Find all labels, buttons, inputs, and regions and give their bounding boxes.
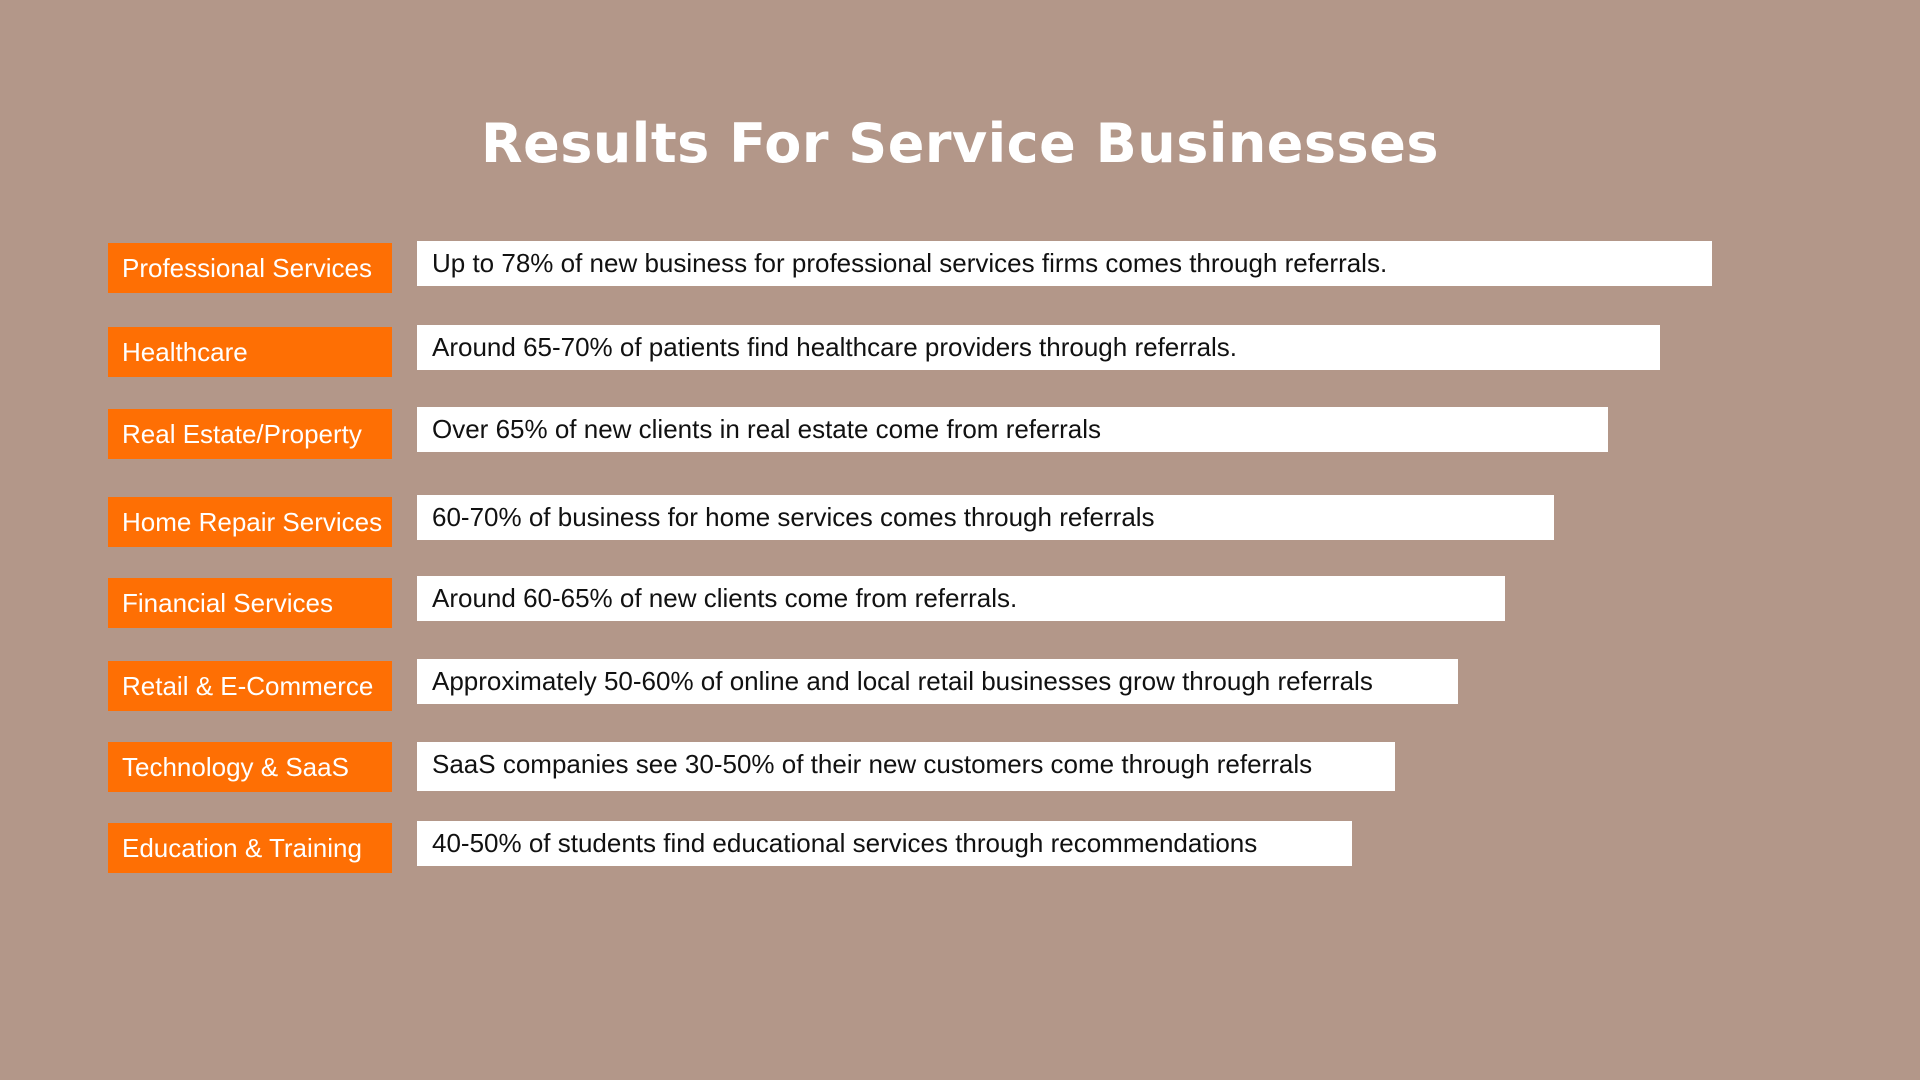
bar-row: Professional Services Up to 78% of new bu…: [0, 241, 1920, 293]
bar-text: Approximately 50-60% of online and local…: [432, 666, 1373, 696]
bar-row: Real Estate/Property Over 65% of new clie…: [0, 407, 1920, 459]
bar-text: Around 60-65% of new clients come from r…: [432, 583, 1018, 613]
bar-row: Financial Services Around 60-65% of new c…: [0, 576, 1920, 628]
value-bar: Around 60-65% of new clients come from r…: [417, 576, 1505, 621]
category-label: Financial Services: [108, 578, 392, 628]
bar-text: SaaS companies see 30-50% of their new c…: [432, 749, 1313, 779]
category-label: Home Repair Services: [108, 497, 392, 547]
value-bar: Up to 78% of new business for profession…: [417, 241, 1712, 286]
category-label: Education & Training: [108, 823, 392, 873]
chart-title: Results For Service Businesses: [481, 112, 1439, 175]
category-label: Real Estate/Property: [108, 409, 392, 459]
value-bar: SaaS companies see 30-50% of their new c…: [417, 742, 1395, 791]
value-bar: 40-50% of students find educational serv…: [417, 821, 1352, 866]
bar-text: Over 65% of new clients in real estate c…: [432, 414, 1102, 444]
category-label: Healthcare: [108, 327, 392, 377]
value-bar: Over 65% of new clients in real estate c…: [417, 407, 1608, 452]
bar-text: 40-50% of students find educational serv…: [432, 828, 1258, 858]
bar-row: Retail & E-Commerce Approximately 50-60% …: [0, 659, 1920, 711]
category-label: Professional Services: [108, 243, 392, 293]
bar-text: 60-70% of business for home services com…: [432, 502, 1155, 532]
category-label: Technology & SaaS: [108, 742, 392, 792]
bar-row: Home Repair Services 60-70% of business f…: [0, 495, 1920, 547]
bar-row: Healthcare Around 65-70% of patients find…: [0, 325, 1920, 377]
value-bar: Approximately 50-60% of online and local…: [417, 659, 1458, 704]
value-bar: 60-70% of business for home services com…: [417, 495, 1554, 540]
category-label: Retail & E-Commerce: [108, 661, 392, 711]
bar-row: Technology & SaaS SaaS companies see 30-5…: [0, 742, 1920, 792]
bar-text: Up to 78% of new business for profession…: [432, 248, 1388, 278]
value-bar: Around 65-70% of patients find healthcar…: [417, 325, 1660, 370]
bar-text: Around 65-70% of patients find healthcar…: [432, 332, 1238, 362]
bar-row: Education & Training 40-50% of students f…: [0, 821, 1920, 873]
